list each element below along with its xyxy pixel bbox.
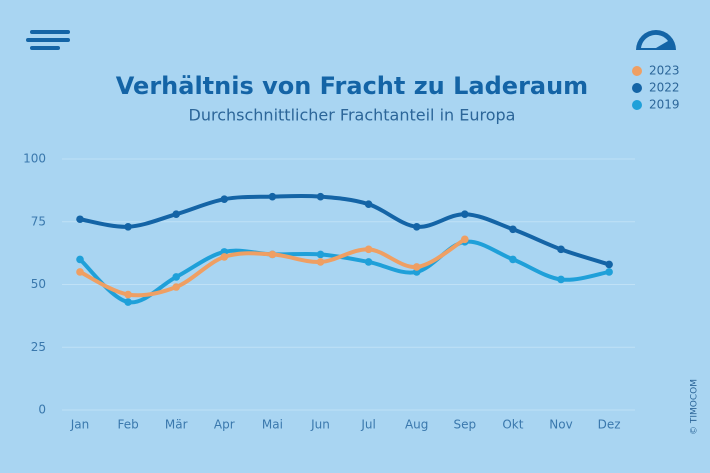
x-tick-label: Jan bbox=[70, 418, 90, 432]
data-point bbox=[461, 210, 469, 219]
x-tick-label: Jun bbox=[310, 418, 330, 432]
y-tick-label: 25 bbox=[31, 340, 46, 354]
data-point bbox=[172, 283, 180, 291]
data-point bbox=[124, 290, 132, 299]
data-point bbox=[364, 258, 373, 266]
series-line bbox=[78, 193, 612, 267]
data-point bbox=[557, 245, 565, 254]
data-point bbox=[124, 222, 132, 231]
data-point bbox=[76, 215, 84, 224]
x-tick-label: Sep bbox=[453, 418, 476, 432]
gauge-icon bbox=[636, 30, 676, 50]
data-point bbox=[557, 275, 565, 284]
legend-swatch bbox=[632, 100, 642, 110]
data-point bbox=[172, 210, 180, 219]
x-tick-label: Feb bbox=[117, 418, 138, 432]
data-point bbox=[509, 255, 517, 264]
x-tick-label: Aug bbox=[405, 418, 428, 432]
data-point bbox=[316, 258, 325, 266]
x-tick-label: Dez bbox=[598, 418, 621, 432]
x-tick-label: Nov bbox=[549, 418, 572, 432]
copyright: © TIMOCOM bbox=[690, 379, 700, 435]
x-tick-label: Jul bbox=[360, 418, 375, 432]
data-point bbox=[316, 192, 325, 201]
legend-label: 2023 bbox=[649, 64, 680, 78]
data-point bbox=[172, 273, 180, 281]
data-point bbox=[364, 245, 373, 254]
data-point bbox=[76, 255, 84, 264]
x-tick-label: Okt bbox=[502, 418, 523, 432]
data-point bbox=[412, 263, 421, 271]
data-point bbox=[76, 268, 84, 276]
y-tick-label: 50 bbox=[31, 277, 46, 291]
data-point bbox=[509, 225, 517, 234]
logo bbox=[26, 30, 70, 50]
data-point bbox=[124, 298, 132, 306]
data-point bbox=[268, 250, 277, 259]
data-point bbox=[220, 195, 229, 203]
data-point bbox=[220, 253, 229, 261]
data-point bbox=[268, 192, 277, 201]
legend-swatch bbox=[632, 83, 642, 93]
legend-swatch bbox=[632, 66, 642, 76]
data-point bbox=[605, 268, 613, 276]
legend-label: 2022 bbox=[649, 81, 680, 95]
chart-title: Verhältnis von Fracht zu Laderaum bbox=[116, 72, 588, 100]
data-point bbox=[605, 260, 613, 269]
x-tick-label: Mär bbox=[165, 418, 188, 432]
chart-subtitle: Durchschnittlicher Frachtanteil in Europ… bbox=[189, 106, 516, 125]
data-point bbox=[412, 222, 421, 231]
x-tick-label: Apr bbox=[214, 418, 235, 432]
x-tick-label: Mai bbox=[262, 418, 283, 432]
y-tick-label: 75 bbox=[31, 214, 46, 228]
y-tick-label: 100 bbox=[23, 152, 46, 166]
data-point bbox=[364, 200, 373, 208]
legend-label: 2019 bbox=[649, 98, 680, 112]
data-point bbox=[461, 235, 469, 244]
y-tick-label: 0 bbox=[38, 403, 46, 417]
data-point bbox=[316, 250, 325, 259]
